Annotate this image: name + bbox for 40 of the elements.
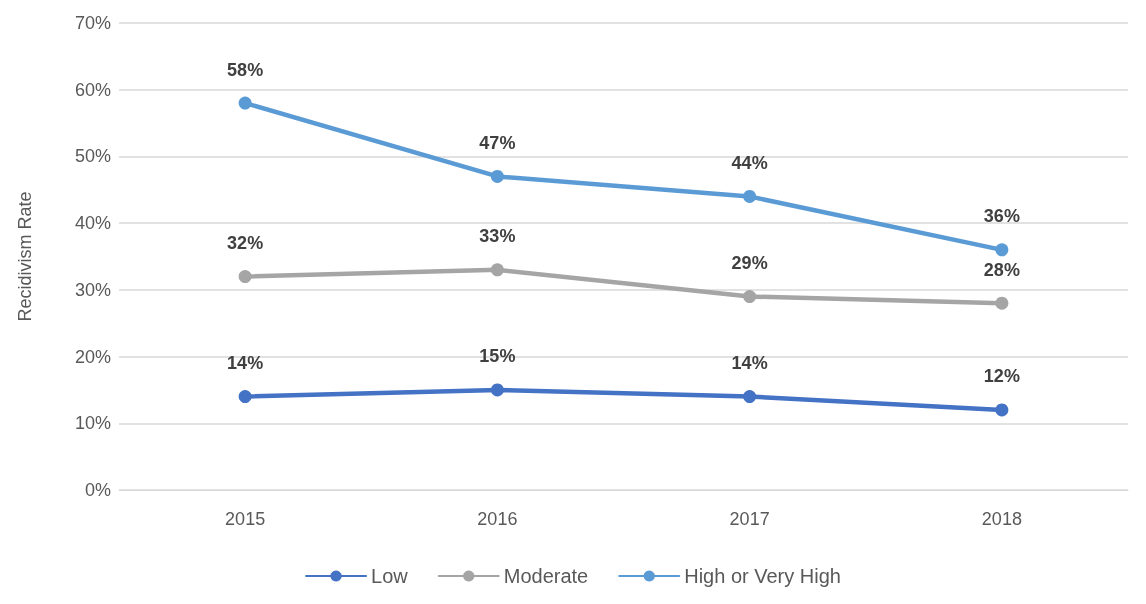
- data-label: 29%: [731, 253, 768, 274]
- point: [743, 290, 757, 304]
- point: [995, 243, 1009, 257]
- point: [238, 270, 252, 284]
- point: [995, 403, 1009, 417]
- y-tick-label: 60%: [74, 79, 111, 100]
- point: [490, 169, 504, 183]
- data-label: 33%: [479, 226, 516, 247]
- point: [743, 390, 757, 404]
- data-label: 15%: [479, 346, 516, 367]
- data-label: 14%: [731, 353, 768, 374]
- y-tick-label: 20%: [74, 346, 111, 367]
- y-tick-label: 40%: [74, 213, 111, 234]
- data-label: 36%: [983, 206, 1020, 227]
- data-label: 14%: [227, 353, 264, 374]
- y-tick-label: 70%: [74, 13, 111, 33]
- point: [238, 390, 252, 404]
- data-label: 32%: [227, 233, 264, 254]
- legend-label: Low: [371, 565, 409, 587]
- data-label: 12%: [983, 366, 1020, 387]
- legend-label: High or Very High: [684, 565, 841, 587]
- point: [490, 263, 504, 277]
- data-label: 28%: [983, 259, 1020, 280]
- y-tick-label: 0%: [84, 480, 111, 500]
- x-tick-label: 2018: [981, 509, 1022, 529]
- legend-label: Moderate: [503, 565, 589, 587]
- data-label: 58%: [227, 59, 264, 80]
- y-tick-label: 30%: [74, 279, 111, 300]
- data-label: 44%: [731, 152, 768, 173]
- point: [490, 383, 504, 397]
- y-tick-label: 10%: [74, 413, 111, 434]
- y-axis-title: Recidivism Rate: [15, 191, 35, 322]
- y-tick-label: 50%: [74, 146, 111, 167]
- point: [995, 296, 1009, 310]
- x-tick-label: 2015: [225, 509, 266, 529]
- data-label: 47%: [479, 132, 516, 153]
- point: [238, 96, 252, 110]
- x-tick-label: 2017: [729, 509, 770, 529]
- point: [743, 189, 757, 203]
- x-tick-label: 2016: [477, 509, 518, 529]
